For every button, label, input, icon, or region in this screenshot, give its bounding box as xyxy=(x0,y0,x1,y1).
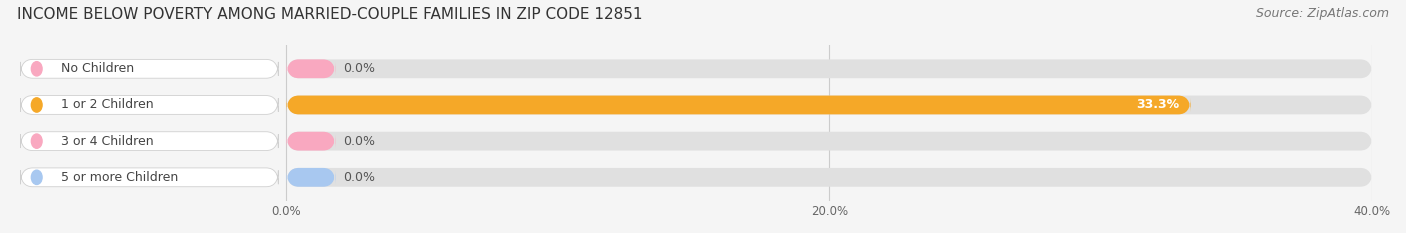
FancyBboxPatch shape xyxy=(21,132,278,151)
Circle shape xyxy=(31,170,42,185)
FancyBboxPatch shape xyxy=(287,96,1372,114)
Text: Source: ZipAtlas.com: Source: ZipAtlas.com xyxy=(1256,7,1389,20)
Text: 1 or 2 Children: 1 or 2 Children xyxy=(60,99,153,111)
Text: 3 or 4 Children: 3 or 4 Children xyxy=(60,135,153,148)
FancyBboxPatch shape xyxy=(287,96,1191,114)
Circle shape xyxy=(31,134,42,148)
Text: 33.3%: 33.3% xyxy=(1136,99,1180,111)
FancyBboxPatch shape xyxy=(287,59,336,78)
Text: 0.0%: 0.0% xyxy=(343,171,375,184)
FancyBboxPatch shape xyxy=(21,96,278,114)
FancyBboxPatch shape xyxy=(287,59,1372,78)
FancyBboxPatch shape xyxy=(287,168,336,187)
FancyBboxPatch shape xyxy=(21,59,278,78)
Text: No Children: No Children xyxy=(60,62,135,75)
Text: INCOME BELOW POVERTY AMONG MARRIED-COUPLE FAMILIES IN ZIP CODE 12851: INCOME BELOW POVERTY AMONG MARRIED-COUPL… xyxy=(17,7,643,22)
Circle shape xyxy=(31,98,42,112)
FancyBboxPatch shape xyxy=(287,132,336,151)
Text: 0.0%: 0.0% xyxy=(343,62,375,75)
Text: 5 or more Children: 5 or more Children xyxy=(60,171,179,184)
FancyBboxPatch shape xyxy=(287,132,1372,151)
FancyBboxPatch shape xyxy=(21,168,278,187)
Text: 0.0%: 0.0% xyxy=(343,135,375,148)
Circle shape xyxy=(31,62,42,76)
FancyBboxPatch shape xyxy=(287,168,1372,187)
